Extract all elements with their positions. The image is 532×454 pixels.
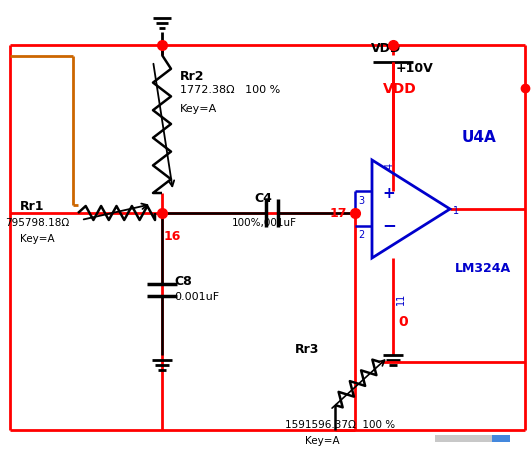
Text: Key=A: Key=A <box>20 234 55 244</box>
Text: 17: 17 <box>330 207 347 220</box>
Text: VDD: VDD <box>371 42 401 55</box>
Text: +10V: +10V <box>396 62 434 75</box>
Text: 1: 1 <box>453 206 459 216</box>
Text: Key=A: Key=A <box>180 104 217 114</box>
Text: C4: C4 <box>254 192 272 205</box>
Text: LM324A: LM324A <box>455 262 511 275</box>
Text: Rr2: Rr2 <box>180 70 204 83</box>
Text: Key=A: Key=A <box>305 436 339 446</box>
Text: 0.001uF: 0.001uF <box>174 292 219 302</box>
Text: VDD: VDD <box>383 82 417 96</box>
Text: 16: 16 <box>164 230 181 243</box>
Text: 1772.38Ω   100 %: 1772.38Ω 100 % <box>180 85 280 95</box>
Text: C8: C8 <box>174 275 192 288</box>
Text: 1591596.37Ω  100 %: 1591596.37Ω 100 % <box>285 420 395 430</box>
Text: Rr3: Rr3 <box>295 343 319 356</box>
Bar <box>435 435 505 442</box>
Text: 100%,001uF: 100%,001uF <box>232 218 297 228</box>
Text: U4A: U4A <box>462 130 497 145</box>
Text: 2: 2 <box>358 230 364 240</box>
Text: 11: 11 <box>396 293 406 305</box>
Text: Rr1: Rr1 <box>20 200 45 213</box>
Text: 0: 0 <box>398 315 408 329</box>
Bar <box>492 435 510 442</box>
Text: −: − <box>382 216 396 234</box>
Text: +: + <box>382 186 395 201</box>
Text: 795798.18Ω: 795798.18Ω <box>5 218 69 228</box>
Text: 3: 3 <box>358 197 364 207</box>
Text: 4: 4 <box>385 163 395 169</box>
